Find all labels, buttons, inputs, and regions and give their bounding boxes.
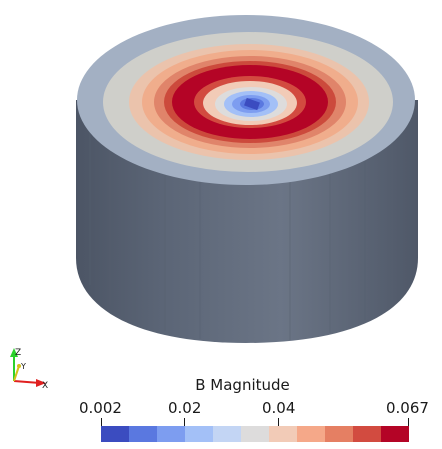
- colorbar-title: B Magnitude: [195, 376, 290, 394]
- colorbar-tick-label: 0.04: [262, 399, 296, 417]
- colorbar-swatch: [381, 426, 409, 442]
- colorbar-swatch: [241, 426, 269, 442]
- colorbar-swatch: [185, 426, 213, 442]
- colorbar-tick-mark: [408, 418, 409, 428]
- colorbar[interactable]: [101, 426, 409, 442]
- orientation-axes: Z Y X: [10, 348, 48, 391]
- colorbar-swatch: [157, 426, 185, 442]
- colorbar-tick-label: 0.002: [79, 399, 122, 417]
- colorbar-tick-mark: [278, 418, 279, 428]
- cylinder-side-facets: [89, 120, 393, 340]
- colorbar-swatch: [269, 426, 297, 442]
- colorbar-tick-mark: [184, 418, 185, 428]
- colorbar-tick-label: 0.067: [386, 399, 429, 417]
- colorbar-swatch: [101, 426, 129, 442]
- axis-y-label: Y: [20, 362, 26, 371]
- colorbar-swatch: [129, 426, 157, 442]
- colorbar-tick-label: 0.02: [168, 399, 202, 417]
- top-face-contours: [77, 15, 415, 185]
- colorbar-swatch: [297, 426, 325, 442]
- axis-x-label: X: [42, 381, 48, 391]
- colorbar-swatch: [325, 426, 353, 442]
- axis-z-label: Z: [15, 348, 21, 358]
- colorbar-swatch: [353, 426, 381, 442]
- colorbar-tick-mark: [101, 418, 102, 428]
- colorbar-swatch: [213, 426, 241, 442]
